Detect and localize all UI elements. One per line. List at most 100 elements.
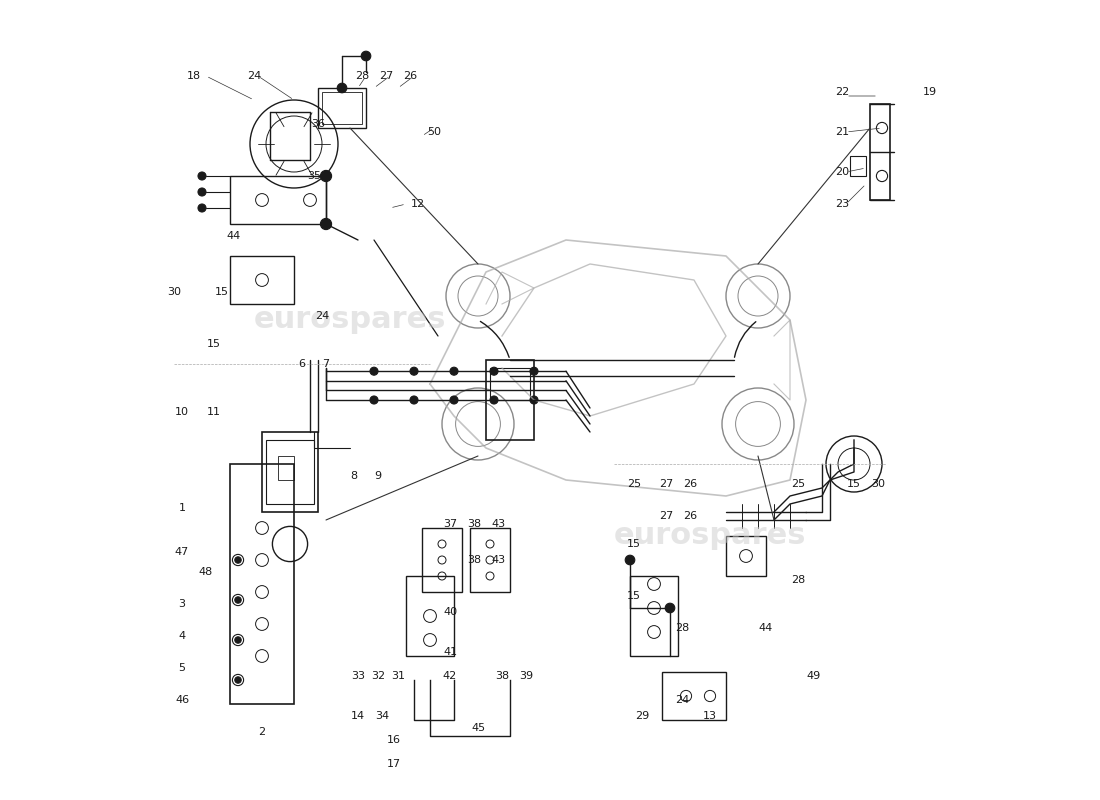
Text: 49: 49 [807, 671, 821, 681]
Text: 7: 7 [322, 359, 330, 369]
Text: 32: 32 [371, 671, 385, 681]
Text: 27: 27 [659, 511, 673, 521]
Text: 28: 28 [355, 71, 370, 81]
Text: 19: 19 [923, 87, 937, 97]
Text: 10: 10 [175, 407, 189, 417]
Bar [278, 456, 294, 480]
Text: 15: 15 [214, 287, 229, 297]
Text: 9: 9 [374, 471, 382, 481]
Circle shape [234, 637, 241, 643]
Circle shape [198, 172, 206, 180]
Bar [870, 104, 890, 200]
Bar [422, 528, 462, 592]
Text: 38: 38 [466, 519, 481, 529]
Text: 18: 18 [187, 71, 201, 81]
Text: 6: 6 [298, 359, 306, 369]
Text: 38: 38 [466, 555, 481, 565]
Text: 2: 2 [258, 727, 265, 737]
Text: 17: 17 [387, 759, 402, 769]
Text: 14: 14 [351, 711, 365, 721]
Bar [406, 576, 454, 656]
Text: 25: 25 [791, 479, 805, 489]
Circle shape [666, 603, 674, 613]
Text: 21: 21 [835, 127, 849, 137]
Circle shape [198, 204, 206, 212]
Circle shape [234, 557, 241, 563]
Text: 15: 15 [627, 591, 641, 601]
Text: 33: 33 [351, 671, 365, 681]
Text: 48: 48 [199, 567, 213, 577]
Text: 46: 46 [175, 695, 189, 705]
Circle shape [320, 170, 331, 182]
Text: 29: 29 [635, 711, 649, 721]
Text: 3: 3 [178, 599, 186, 609]
Circle shape [234, 597, 241, 603]
Circle shape [490, 367, 498, 375]
Text: 12: 12 [411, 199, 425, 209]
Text: 20: 20 [835, 167, 849, 177]
Bar [318, 88, 366, 128]
Text: 15: 15 [627, 539, 641, 549]
Circle shape [410, 396, 418, 404]
Bar [470, 528, 510, 592]
Text: 44: 44 [759, 623, 773, 633]
Circle shape [410, 367, 418, 375]
Text: 27: 27 [659, 479, 673, 489]
Text: 31: 31 [390, 671, 405, 681]
Circle shape [530, 367, 538, 375]
Text: 8: 8 [351, 471, 358, 481]
Text: 38: 38 [495, 671, 509, 681]
Circle shape [361, 51, 371, 61]
Bar [726, 536, 766, 576]
Text: 26: 26 [683, 511, 697, 521]
Text: 37: 37 [443, 519, 458, 529]
Text: 1: 1 [178, 503, 186, 513]
Text: 45: 45 [471, 723, 485, 733]
Bar [850, 156, 866, 176]
Bar [230, 176, 326, 224]
Text: 24: 24 [315, 311, 329, 321]
Text: 47: 47 [175, 547, 189, 557]
Text: 42: 42 [443, 671, 458, 681]
Text: 24: 24 [675, 695, 689, 705]
Text: 30: 30 [871, 479, 886, 489]
Text: 23: 23 [835, 199, 849, 209]
Text: 4: 4 [178, 631, 186, 641]
Text: 28: 28 [675, 623, 689, 633]
Text: 26: 26 [403, 71, 417, 81]
Text: 40: 40 [443, 607, 458, 617]
Text: 41: 41 [443, 647, 458, 657]
Text: 11: 11 [207, 407, 221, 417]
Text: 36: 36 [311, 119, 324, 129]
Bar [662, 672, 726, 720]
Text: 15: 15 [847, 479, 861, 489]
Text: 22: 22 [835, 87, 849, 97]
Text: 39: 39 [519, 671, 534, 681]
Text: 43: 43 [491, 519, 505, 529]
Circle shape [370, 396, 378, 404]
Circle shape [530, 396, 538, 404]
Bar [486, 360, 534, 440]
Circle shape [198, 188, 206, 196]
Text: 13: 13 [703, 711, 717, 721]
Bar [490, 368, 530, 400]
Bar [266, 440, 314, 504]
Circle shape [490, 396, 498, 404]
Circle shape [450, 367, 458, 375]
Text: 28: 28 [791, 575, 805, 585]
Text: 16: 16 [387, 735, 402, 745]
Bar [230, 256, 294, 304]
Text: eurospares: eurospares [614, 522, 806, 550]
Bar [630, 576, 678, 656]
Circle shape [625, 555, 635, 565]
Text: 5: 5 [178, 663, 186, 673]
Text: 25: 25 [627, 479, 641, 489]
Text: 34: 34 [375, 711, 389, 721]
Circle shape [370, 367, 378, 375]
Text: 26: 26 [683, 479, 697, 489]
Circle shape [234, 677, 241, 683]
Circle shape [450, 396, 458, 404]
Circle shape [320, 218, 331, 230]
Text: 27: 27 [378, 71, 393, 81]
Text: 43: 43 [491, 555, 505, 565]
